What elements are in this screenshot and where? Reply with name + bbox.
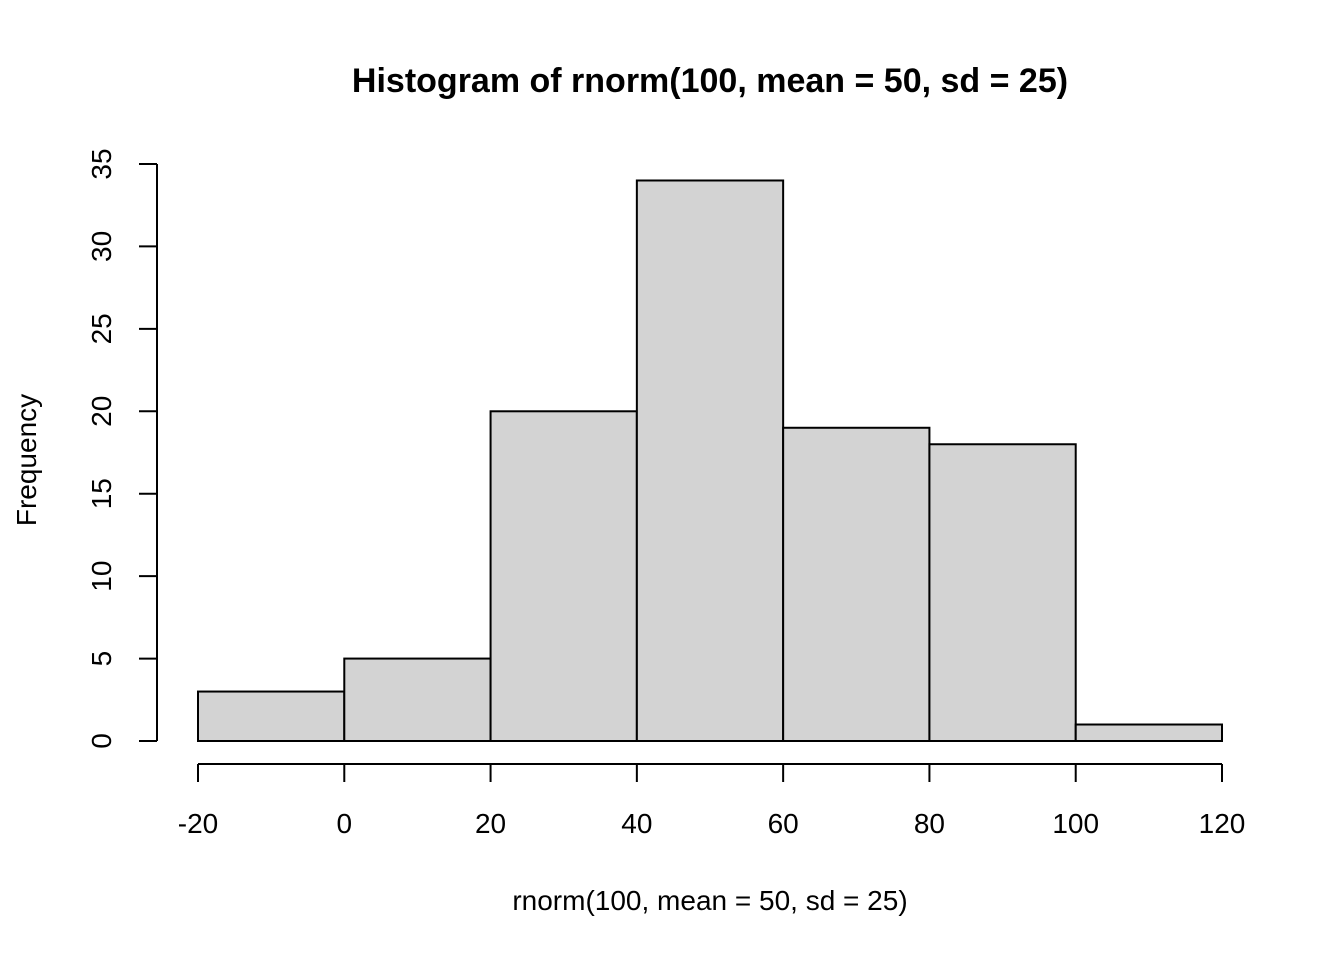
y-axis: 0 5 10 15 20 25 30 35 (86, 148, 158, 749)
histogram-bar (782, 426, 931, 742)
x-tick-label: 100 (1052, 808, 1099, 839)
histogram-bar (1074, 723, 1223, 742)
x-tick-label: 80 (914, 808, 945, 839)
x-tick-label: 40 (621, 808, 652, 839)
x-axis: -20 0 20 40 60 80 100 120 (178, 763, 1246, 839)
x-tick-label: -20 (178, 808, 218, 839)
histogram-bar (197, 690, 346, 742)
y-axis-label: Frequency (11, 394, 42, 526)
histogram-bar (489, 410, 638, 742)
y-tick-label: 0 (86, 733, 117, 749)
y-tick-label: 30 (86, 231, 117, 262)
x-tick-label: 60 (768, 808, 799, 839)
x-axis-label: rnorm(100, mean = 50, sd = 25) (512, 885, 907, 916)
y-tick-label: 35 (86, 148, 117, 179)
histogram-bars (197, 179, 1223, 742)
y-tick-label: 20 (86, 396, 117, 427)
chart-title: Histogram of rnorm(100, mean = 50, sd = … (352, 62, 1068, 100)
y-tick-label: 5 (86, 651, 117, 667)
histogram-bar (635, 179, 785, 742)
histogram-bar (928, 443, 1077, 742)
y-tick-label: 25 (86, 313, 117, 344)
histogram-bar (343, 657, 492, 742)
x-tick-label: 20 (475, 808, 506, 839)
y-tick-label: 10 (86, 561, 117, 592)
x-tick-label: 0 (336, 808, 352, 839)
y-tick-label: 15 (86, 478, 117, 509)
x-tick-label: 120 (1199, 808, 1246, 839)
